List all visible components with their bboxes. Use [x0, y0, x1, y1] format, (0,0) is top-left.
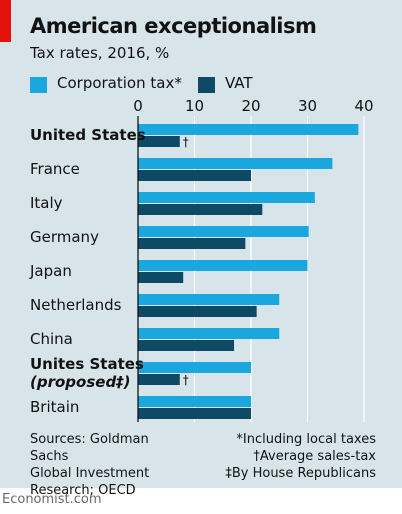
category-label-7-line-1: (proposed‡): [30, 373, 131, 391]
bar-corporation-tax-3: [138, 226, 309, 237]
category-label-6: China: [30, 330, 73, 348]
x-tick-label-0: 0: [133, 97, 143, 115]
red-tag-accent: [0, 0, 11, 42]
category-label-7-line-0: Unites States: [30, 355, 144, 373]
vat-marker-7: †: [183, 373, 189, 387]
category-label-1: France: [30, 160, 80, 178]
bar-corporation-tax-7: [138, 362, 251, 373]
bar-vat-6: [138, 340, 235, 351]
category-label-2: Italy: [30, 194, 63, 212]
vat-marker-0: †: [183, 135, 189, 149]
bar-vat-5: [138, 306, 257, 317]
category-label-5: Netherlands: [30, 296, 122, 314]
chart-subtitle: Tax rates, 2016, %: [30, 44, 170, 62]
footnote-sales-tax: †Average sales-tax: [253, 449, 376, 464]
bar-vat-4: [138, 272, 184, 283]
x-tick-label-10: 10: [185, 97, 204, 115]
bar-vat-1: [138, 170, 251, 181]
bar-vat-3: [138, 238, 246, 249]
bar-corporation-tax-1: [138, 158, 333, 169]
bar-corporation-tax-0: [138, 124, 359, 135]
bar-corporation-tax-8: [138, 396, 251, 407]
category-label-0: United States: [30, 126, 146, 144]
legend-label-corporation-tax: Corporation tax*: [57, 74, 182, 92]
bar-corporation-tax-4: [138, 260, 308, 271]
bar-vat-2: [138, 204, 263, 215]
footnotes: *Including local taxes †Average sales-ta…: [196, 431, 376, 482]
category-label-3: Germany: [30, 228, 99, 246]
source-note: Sources: Goldman Sachs Global Investment…: [30, 432, 150, 498]
bar-chart: 0 10 20 30 40 † United States France Italy German…: [29, 97, 374, 422]
bar-vat-0: [138, 136, 180, 147]
legend-swatch-corporation-tax: [30, 77, 47, 93]
footer-credit: Economist.com: [2, 492, 102, 507]
bar-vat-7: [138, 374, 180, 385]
legend-label-vat: VAT: [225, 74, 253, 92]
chart-panel: American exceptionalism Tax rates, 2016,…: [0, 0, 402, 498]
x-tick-label-30: 30: [298, 97, 317, 115]
chart-title: American exceptionalism: [30, 14, 317, 38]
footnote-house-republicans: ‡By House Republicans: [225, 466, 376, 481]
legend-swatch-vat: [198, 77, 215, 93]
x-tick-label-40: 40: [354, 97, 373, 115]
category-label-4: Japan: [29, 262, 72, 280]
bar-corporation-tax-5: [138, 294, 280, 305]
category-label-8: Britain: [30, 398, 79, 416]
footnote-local-taxes: *Including local taxes: [236, 432, 376, 447]
x-tick-label-20: 20: [241, 97, 260, 115]
bar-vat-8: [138, 408, 251, 419]
bar-corporation-tax-6: [138, 328, 280, 339]
bar-corporation-tax-2: [138, 192, 315, 203]
